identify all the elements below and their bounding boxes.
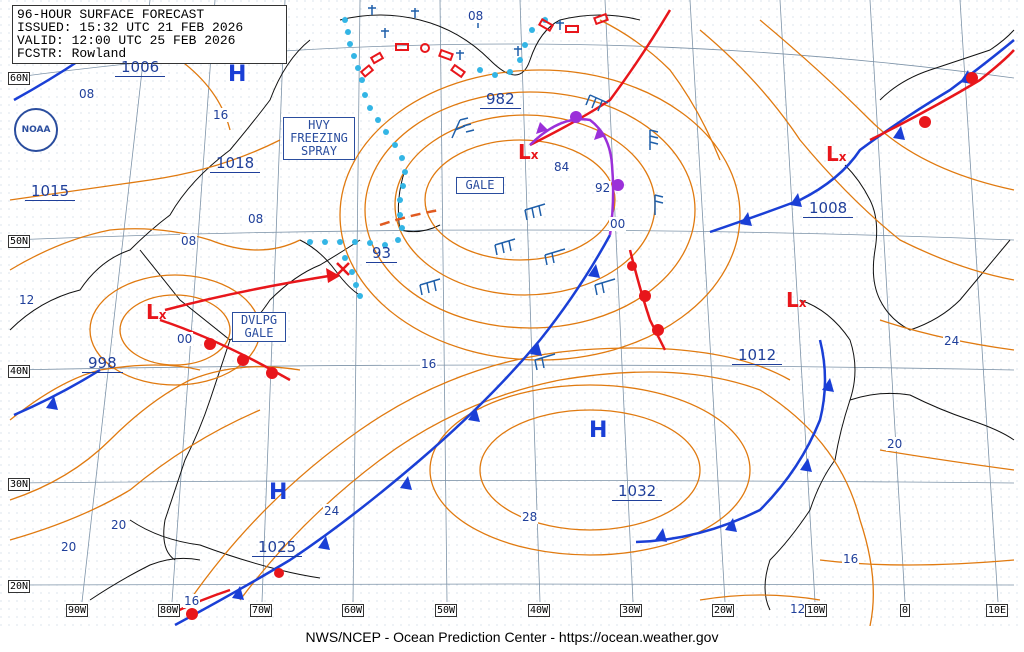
isobar-label: 08 — [78, 87, 96, 101]
isobar-label: 08 — [247, 212, 265, 226]
isobars — [9, 19, 1015, 626]
pressure-value: 1015 — [25, 182, 76, 201]
label-line: GALE — [244, 326, 274, 340]
label-line: GALE — [465, 178, 495, 192]
lon-label: 20W — [712, 604, 735, 617]
lon-label: 80W — [158, 604, 181, 617]
pressure-text: 1008 — [803, 199, 854, 218]
high-symbol: H — [589, 418, 608, 443]
pressure-text: 1018 — [210, 154, 261, 173]
lat-label: 20N — [8, 580, 31, 593]
lon-label: 0 — [900, 604, 911, 617]
pressure-value: 998 — [82, 354, 123, 373]
forecaster: FCSTR: Rowland — [17, 46, 127, 61]
lon-label: 50W — [435, 604, 458, 617]
isobar-label: 20 — [886, 437, 904, 451]
pressure-value: 1018 — [210, 154, 261, 173]
pressure-text: 998 — [82, 354, 123, 373]
pressure-value: 1006 — [115, 58, 166, 77]
label-line: HVY — [308, 118, 330, 132]
lon-label: 30W — [620, 604, 643, 617]
isobar-label: 00 — [176, 332, 194, 346]
pressure-text: 93 — [366, 244, 398, 263]
low-symbol: Lx — [146, 300, 167, 324]
wind-barbs — [419, 94, 664, 371]
isobar-label: 08 — [180, 234, 198, 248]
isobar-label: 16 — [420, 357, 438, 371]
cold-front-triangles — [232, 264, 600, 600]
lon-label: 40W — [528, 604, 551, 617]
isobar-label: 12 — [789, 602, 807, 616]
gale-label: GALE — [456, 177, 504, 194]
ice-edge — [307, 17, 548, 299]
label-line: DVLPG — [240, 313, 278, 327]
warm-front-bumps — [186, 72, 978, 620]
low-letter: L — [518, 140, 531, 164]
lon-label: 90W — [66, 604, 89, 617]
pressure-text: 1006 — [115, 58, 166, 77]
low-letter: L — [786, 288, 799, 312]
high-symbol: H — [269, 480, 288, 505]
pressure-text: 1015 — [25, 182, 76, 201]
isobar-label: 20 — [110, 518, 128, 532]
lon-label: 10W — [805, 604, 828, 617]
low-symbol: Lx — [786, 288, 807, 312]
isobar-label: 24 — [323, 504, 341, 518]
label-line: SPRAY — [300, 144, 338, 158]
forecast-header: 96-HOUR SURFACE FORECAST ISSUED: 15:32 U… — [12, 5, 287, 64]
isobar-label: 16 — [183, 594, 201, 608]
pressure-value: 93 — [366, 244, 398, 263]
freezing-spray-boundary — [359, 12, 609, 79]
forecast-title: 96-HOUR SURFACE FORECAST — [17, 7, 205, 22]
pressure-value: 982 — [480, 90, 521, 109]
dvlpg-gale-label: DVLPG GALE — [232, 312, 286, 342]
low-symbol: Lx — [826, 142, 847, 166]
pressure-text: 1032 — [612, 482, 663, 501]
pressure-value: 1032 — [612, 482, 663, 501]
graticule — [9, 0, 1015, 603]
lon-label: 70W — [250, 604, 273, 617]
low-letter: L — [146, 300, 159, 324]
pressure-text: 982 — [480, 90, 521, 109]
occluded-front — [529, 118, 615, 236]
issued-time: ISSUED: 15:32 UTC 21 FEB 2026 — [17, 20, 244, 35]
hvy-freezing-spray-label: HVY FREEZING SPRAY — [283, 117, 355, 160]
pressure-value: 1012 — [732, 346, 783, 365]
isobar-label: 92 — [594, 181, 612, 195]
footer-credit: NWS/NCEP - Ocean Prediction Center - htt… — [305, 629, 719, 645]
pressure-value: 1008 — [803, 199, 854, 218]
pressure-text: 1025 — [252, 538, 303, 557]
lon-label: 60W — [342, 604, 365, 617]
isobar-label: 20 — [60, 540, 78, 554]
high-symbol: H — [228, 62, 247, 87]
surface-forecast-map — [0, 0, 1024, 626]
lat-label: 30N — [8, 478, 31, 491]
noaa-logo: NOAA — [14, 108, 58, 152]
cold-front-africa — [635, 339, 827, 544]
warm-front-arrows — [164, 208, 441, 312]
lon-label: 10E — [986, 604, 1009, 617]
isobar-label: 12 — [18, 293, 36, 307]
pressure-text: 1012 — [732, 346, 783, 365]
isobar-label: 00 — [609, 217, 627, 231]
pressure-value: 1025 — [252, 538, 303, 557]
isobar-label: 16 — [212, 108, 230, 122]
isobar-label: 16 — [842, 552, 860, 566]
lat-label: 50N — [8, 235, 31, 248]
lat-label: 40N — [8, 365, 31, 378]
isobar-label: 84 — [553, 160, 571, 174]
isobar-label: 24 — [943, 334, 961, 348]
low-x-markers — [336, 262, 350, 276]
isobar-label: 28 — [521, 510, 539, 524]
coastlines — [9, 14, 1015, 611]
cold-front-main — [174, 234, 612, 626]
low-symbol: Lx — [518, 140, 539, 164]
isobar-label: 08 — [467, 9, 485, 23]
valid-time: VALID: 12:00 UTC 25 FEB 2026 — [17, 33, 236, 48]
lat-label: 60N — [8, 72, 31, 85]
label-line: FREEZING — [290, 131, 348, 145]
low-letter: L — [826, 142, 839, 166]
